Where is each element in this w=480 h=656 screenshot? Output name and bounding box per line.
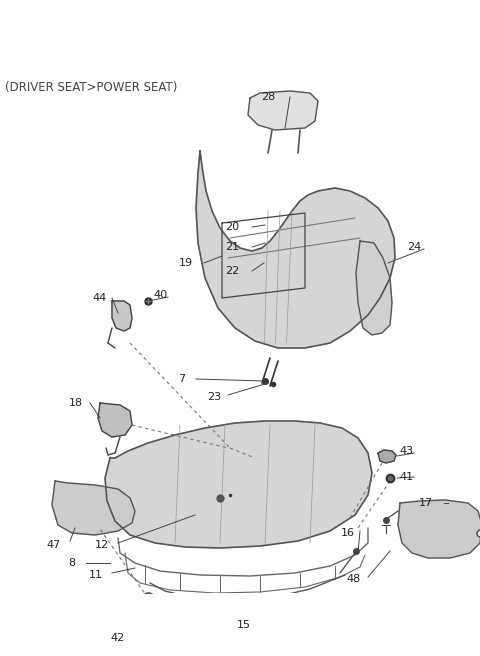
Text: 20: 20 [225,222,239,232]
Text: 17: 17 [419,498,433,508]
Polygon shape [356,241,392,335]
Polygon shape [98,403,132,437]
Text: 22: 22 [225,266,239,276]
Text: 48: 48 [347,574,361,584]
Text: 23: 23 [207,392,221,402]
Polygon shape [112,301,132,331]
Text: 42: 42 [111,633,125,643]
Text: 11: 11 [89,570,103,580]
Text: 21: 21 [225,242,239,252]
Text: 8: 8 [69,558,75,568]
Polygon shape [378,450,396,463]
Text: (DRIVER SEAT>POWER SEAT): (DRIVER SEAT>POWER SEAT) [5,81,178,94]
Text: 40: 40 [153,290,167,300]
Text: 24: 24 [407,242,421,252]
Text: 43: 43 [399,446,413,456]
Polygon shape [52,481,135,535]
Text: 47: 47 [47,540,61,550]
Polygon shape [248,91,318,130]
Text: 41: 41 [399,472,413,482]
Text: 19: 19 [179,258,193,268]
Text: 44: 44 [93,293,107,303]
Text: 16: 16 [341,528,355,538]
Text: 28: 28 [261,92,275,102]
Text: 15: 15 [237,620,251,630]
Text: 12: 12 [95,540,109,550]
Polygon shape [196,151,395,348]
Polygon shape [105,421,372,548]
Polygon shape [398,500,480,558]
Text: 18: 18 [69,398,83,408]
Text: 7: 7 [179,374,186,384]
